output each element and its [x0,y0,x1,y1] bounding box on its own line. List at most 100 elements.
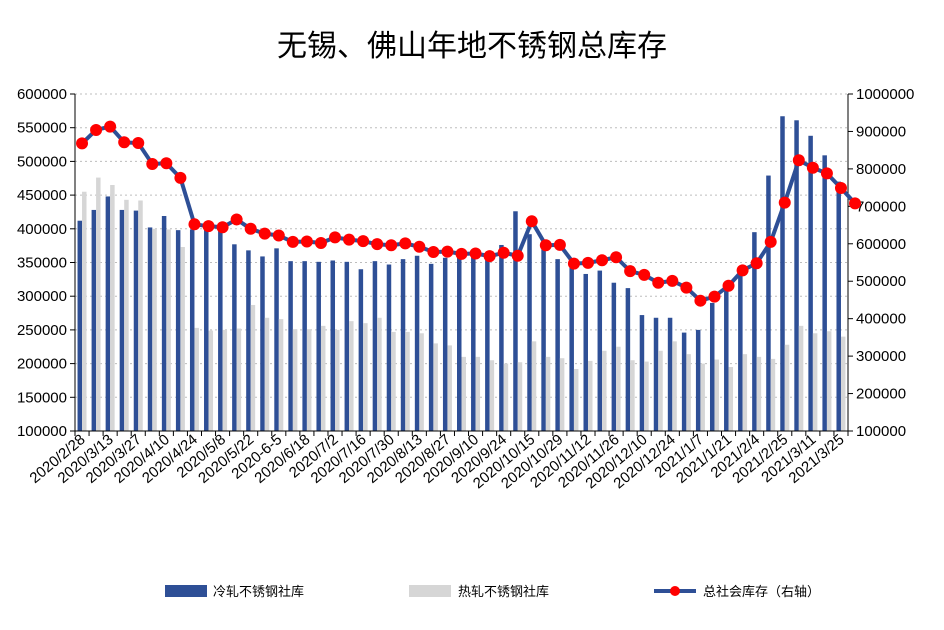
bar-cold-rolled [133,210,139,431]
total-stock-point [202,220,215,233]
bar-cold-rolled [766,175,771,431]
bar-cold-rolled [77,220,83,431]
bar-hot-rolled [264,317,270,431]
chart-title: 无锡、佛山年地不锈钢总库存 [277,29,667,64]
total-stock-point [244,222,257,235]
y-right-tick-label: 300000 [856,348,906,365]
bar-cold-rolled [527,234,532,431]
y-right-tick-label: 1000000 [856,86,914,103]
y-left-tick-label: 450000 [17,187,67,204]
bar-cold-rolled [780,116,785,431]
bar-cold-rolled [161,215,167,431]
bar-cold-rolled [274,248,279,431]
y-left-tick-label: 250000 [17,322,67,339]
axes: 100000 150000 200000 250000 300000 350000 4000… [17,86,914,440]
bar-cold-rolled [752,232,757,431]
total-stock-point [258,227,271,240]
bar-hot-rolled [166,229,171,431]
bar-hot-rolled [194,327,199,431]
bar-cold-rolled [611,282,617,431]
bar-cold-rolled [541,242,546,431]
bar-hot-rolled [306,329,312,431]
bar-cold-rolled [372,261,378,431]
bar-hot-rolled [278,319,284,431]
bar-cold-rolled [808,135,813,431]
bar-cold-rolled [344,261,350,431]
total-stock-point [652,276,665,289]
bar-cold-rolled [119,209,125,431]
legend-marker-total [670,586,680,596]
total-stock-point [778,196,791,209]
total-stock-point [188,218,201,231]
legend: 冷轧不锈钢社库 热轧不锈钢社库 总社会库存（右轴） [165,584,820,600]
total-stock-point [722,279,735,292]
bar-hot-rolled [644,361,649,431]
bar-hot-rolled [602,350,607,431]
total-stock-point [160,157,173,170]
bar-cold-rolled [386,264,392,431]
bar-hot-rolled [292,329,298,431]
total-stock-point [539,239,552,252]
bar-hot-rolled [798,325,804,431]
total-stock-point [427,246,440,259]
bar-hot-rolled [124,199,129,431]
y-right-tick-label: 800000 [856,161,906,178]
bar-cold-rolled [794,120,799,431]
bar-hot-rolled [208,330,214,431]
total-stock-point [104,120,117,133]
y-left-tick-label: 100000 [17,423,67,440]
total-stock-point [624,265,637,278]
total-stock-point [174,171,187,184]
bar-hot-rolled [96,177,101,431]
bar-hot-rolled [447,345,452,431]
bar-hot-rolled [573,368,579,431]
y-right-tick-label: 600000 [856,236,906,253]
bar-hot-rolled [728,366,734,431]
y-left-tick-label: 600000 [17,86,67,103]
bar-cold-rolled [232,244,237,431]
total-stock-point [272,229,285,242]
bar-cold-rolled [653,317,659,431]
total-stock-point [581,256,594,269]
total-stock-point [76,137,89,150]
y-left-tick-label: 150000 [17,389,67,406]
bar-cold-rolled [695,329,701,431]
bar-hot-rolled [320,325,326,431]
total-stock-line [76,120,862,307]
y-right-tick-label: 200000 [856,386,906,403]
bar-hot-rolled [391,331,396,431]
total-stock-point [441,245,454,258]
total-stock-point [90,123,103,136]
y-right-tick-label: 700000 [856,198,906,215]
total-stock-point [216,221,229,234]
bar-hot-rolled [405,331,410,431]
y-left-tick-label: 500000 [17,153,67,170]
total-stock-point [371,238,384,251]
legend-label-cold-rolled: 冷轧不锈钢社库 [213,584,304,600]
bar-hot-rolled [138,200,143,431]
bar-cold-rolled [499,244,504,431]
bar-hot-rolled [616,346,621,431]
bar-cold-rolled [218,229,223,431]
bar-hot-rolled [349,321,354,431]
y-right-tick-label: 500000 [856,273,906,290]
bar-hot-rolled [826,331,832,431]
bar-hot-rolled [433,343,438,431]
bar-hot-rolled [377,317,382,431]
bar-cold-rolled [428,263,434,431]
legend-swatch-hot-rolled [409,585,451,597]
bar-cold-rolled [330,260,336,431]
total-stock-point [413,240,426,253]
total-stock-point [230,213,243,226]
bar-hot-rolled [672,341,677,431]
bar-hot-rolled [587,360,593,431]
y-right-tick-label: 900000 [856,123,906,140]
total-stock-point [806,161,819,174]
total-stock-point [666,274,679,287]
bar-cold-rolled [583,273,588,431]
total-stock-point [680,281,693,294]
total-stock-point [764,235,777,248]
bar-hot-rolled [363,323,368,431]
total-stock-point [399,237,412,250]
